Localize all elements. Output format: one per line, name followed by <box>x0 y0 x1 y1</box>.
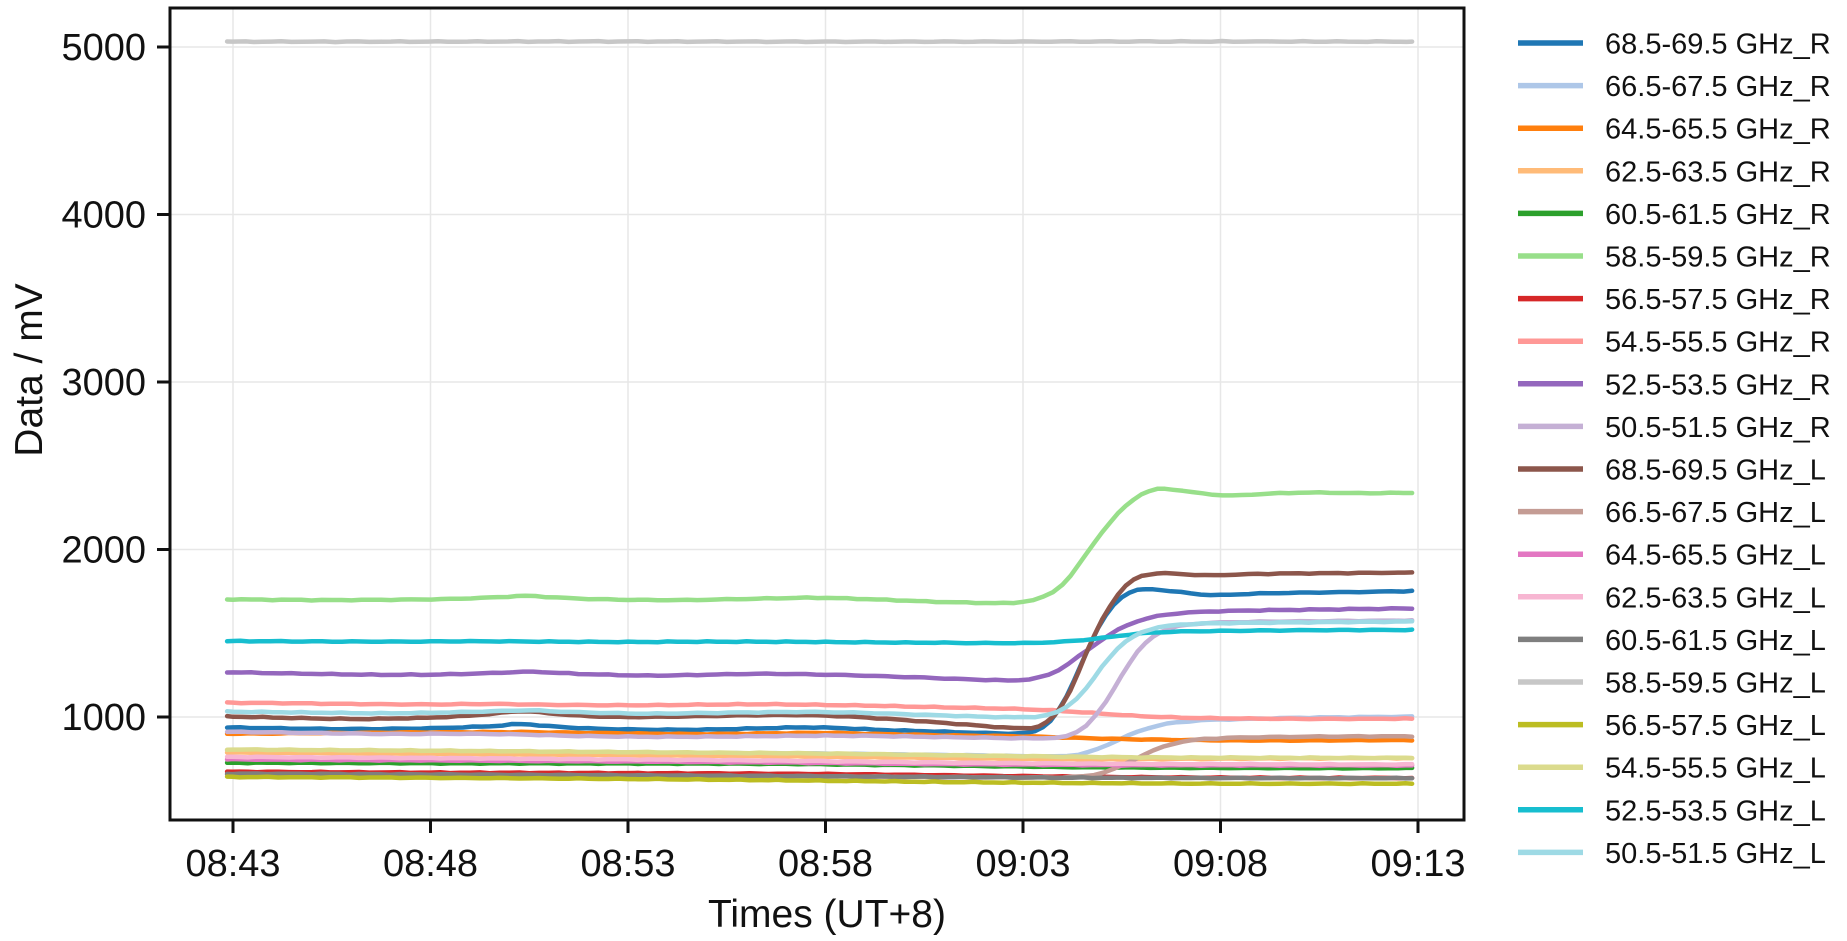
series-line <box>224 619 1415 720</box>
legend-item: 54.5-55.5 GHz_R <box>1518 327 1831 359</box>
legend-label: 56.5-57.5 GHz_L <box>1605 710 1826 742</box>
legend-item: 58.5-59.5 GHz_R <box>1518 242 1831 274</box>
y-tick-label: 5000 <box>61 27 146 69</box>
legend-item: 50.5-51.5 GHz_R <box>1518 412 1831 444</box>
legend-label: 58.5-59.5 GHz_R <box>1605 242 1831 274</box>
legend-item: 64.5-65.5 GHz_R <box>1518 114 1831 146</box>
legend-label: 68.5-69.5 GHz_L <box>1605 455 1826 487</box>
legend-item: 66.5-67.5 GHz_R <box>1518 71 1831 103</box>
series-line <box>224 38 1415 45</box>
legend-label: 52.5-53.5 GHz_R <box>1605 369 1831 401</box>
x-tick-label: 09:13 <box>1370 843 1465 885</box>
legend-label: 66.5-67.5 GHz_R <box>1605 71 1831 103</box>
legend-label: 54.5-55.5 GHz_R <box>1605 327 1831 359</box>
legend-label: 62.5-63.5 GHz_L <box>1605 582 1826 614</box>
legend-item: 66.5-67.5 GHz_L <box>1518 497 1826 529</box>
y-tick-label: 1000 <box>61 697 146 739</box>
legend-item: 56.5-57.5 GHz_R <box>1518 284 1831 316</box>
x-tick-label: 09:08 <box>1173 843 1268 885</box>
legend-item: 58.5-59.5 GHz_L <box>1518 668 1826 700</box>
series-line <box>224 570 1415 731</box>
series-line <box>224 774 1415 787</box>
grid <box>170 8 1464 820</box>
legend-item: 52.5-53.5 GHz_L <box>1518 795 1826 827</box>
series-line <box>224 586 1415 737</box>
legend-label: 50.5-51.5 GHz_L <box>1605 838 1826 870</box>
y-tick-label: 4000 <box>61 195 146 237</box>
series-lines <box>224 38 1415 787</box>
series-line <box>224 754 1415 767</box>
legend-item: 62.5-63.5 GHz_L <box>1518 582 1826 614</box>
legend-item: 50.5-51.5 GHz_L <box>1518 838 1826 870</box>
legend-item: 60.5-61.5 GHz_L <box>1518 625 1826 657</box>
y-axis-label: Data / mV <box>8 283 51 457</box>
legend: 68.5-69.5 GHz_R 66.5-67.5 GHz_R 64.5-65.5 … <box>1518 29 1831 870</box>
series-line <box>224 486 1415 606</box>
legend-item: 52.5-53.5 GHz_R <box>1518 369 1831 401</box>
legend-item: 60.5-61.5 GHz_R <box>1518 199 1831 231</box>
legend-label: 50.5-51.5 GHz_R <box>1605 412 1831 444</box>
legend-label: 68.5-69.5 GHz_R <box>1605 29 1831 61</box>
legend-label: 56.5-57.5 GHz_R <box>1605 284 1831 316</box>
legend-label: 60.5-61.5 GHz_R <box>1605 199 1831 231</box>
legend-label: 66.5-67.5 GHz_L <box>1605 497 1826 529</box>
legend-label: 58.5-59.5 GHz_L <box>1605 668 1826 700</box>
x-tick-label: 08:58 <box>778 843 873 885</box>
legend-item: 68.5-69.5 GHz_L <box>1518 455 1826 487</box>
legend-label: 54.5-55.5 GHz_L <box>1605 753 1826 785</box>
legend-item: 68.5-69.5 GHz_R <box>1518 29 1831 61</box>
x-tick-label: 08:53 <box>580 843 675 885</box>
legend-label: 52.5-53.5 GHz_L <box>1605 795 1826 827</box>
x-tick-label: 09:03 <box>975 843 1070 885</box>
plot-frame <box>168 6 1466 822</box>
legend-item: 62.5-63.5 GHz_R <box>1518 156 1831 188</box>
x-tick-label: 08:48 <box>383 843 478 885</box>
series-line <box>224 747 1415 761</box>
y-tick-label: 2000 <box>61 530 146 572</box>
x-axis-label: Times (UT+8) <box>708 893 946 936</box>
x-tick-label: 08:43 <box>185 843 280 885</box>
series-line <box>224 606 1415 683</box>
series-line <box>224 627 1415 646</box>
y-tick-label: 3000 <box>61 362 146 404</box>
legend-label: 64.5-65.5 GHz_R <box>1605 114 1831 146</box>
legend-label: 64.5-65.5 GHz_L <box>1605 540 1826 572</box>
legend-item: 54.5-55.5 GHz_L <box>1518 753 1826 785</box>
axis-ticks: 08:43 08:48 08:53 08:58 09:03 09:08 09:13 1000 2… <box>61 27 1465 885</box>
legend-item: 64.5-65.5 GHz_L <box>1518 540 1826 572</box>
series-line <box>224 771 1415 781</box>
legend-label: 60.5-61.5 GHz_L <box>1605 625 1826 657</box>
legend-label: 62.5-63.5 GHz_R <box>1605 156 1831 188</box>
legend-item: 56.5-57.5 GHz_L <box>1518 710 1826 742</box>
series-line <box>224 700 1415 722</box>
